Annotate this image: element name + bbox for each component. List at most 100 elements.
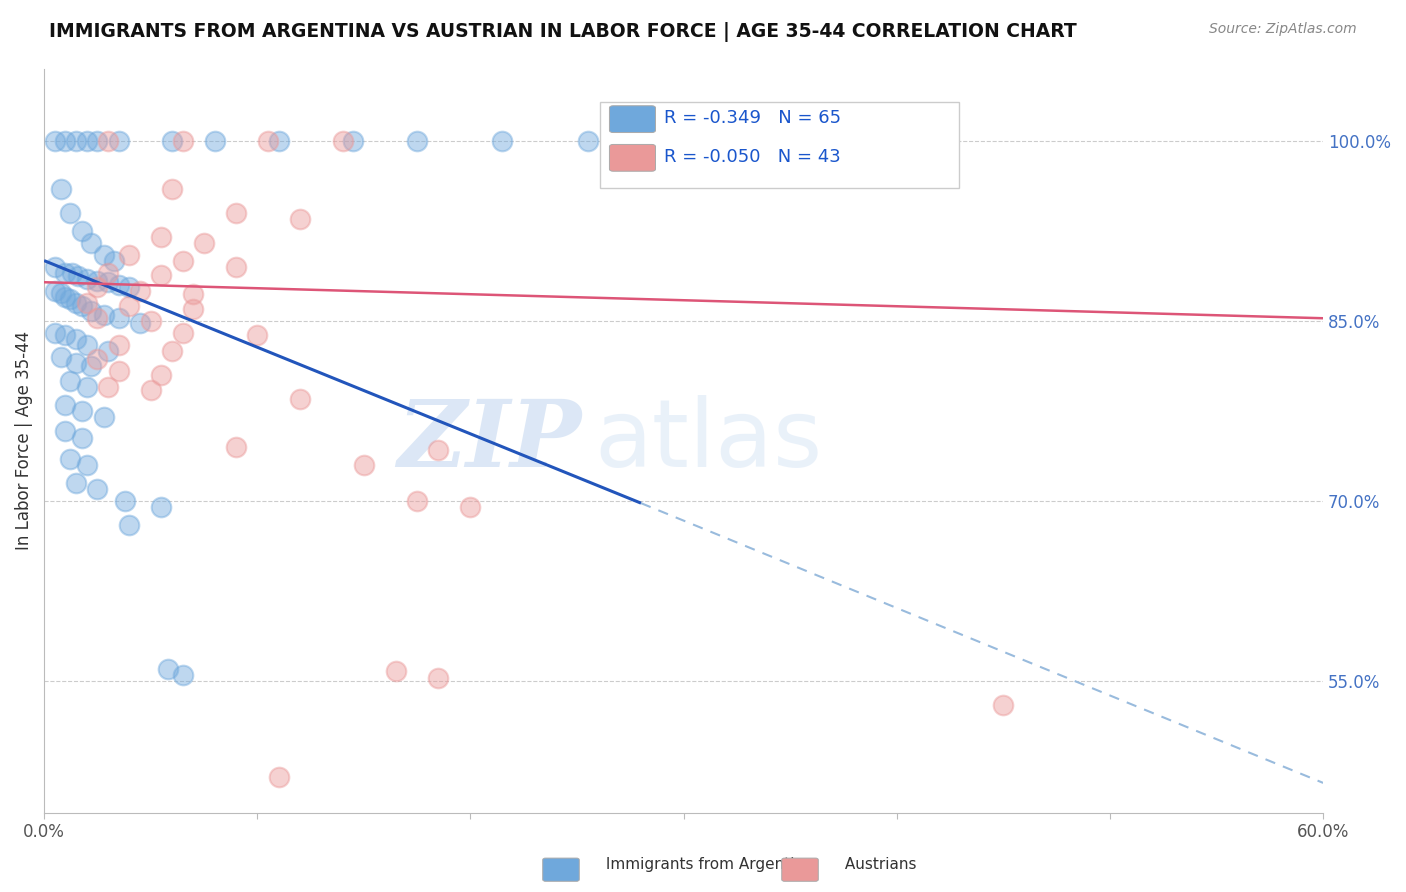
Point [288, 211, 311, 226]
Point [460, 500, 482, 514]
Point [139, 384, 162, 398]
Point [129, 284, 152, 298]
Point [107, 337, 129, 351]
Point [342, 134, 364, 148]
Point [55, 266, 77, 280]
Point [55, 290, 77, 304]
Point [150, 268, 173, 282]
Point [172, 668, 194, 682]
Point [288, 392, 311, 406]
Point [97, 266, 120, 280]
Point [59, 374, 82, 388]
Point [821, 134, 844, 148]
Point [267, 134, 290, 148]
Point [86, 311, 108, 326]
Point [44, 260, 66, 274]
Point [246, 328, 269, 343]
Point [76, 458, 98, 472]
Point [183, 301, 205, 316]
Point [72, 224, 94, 238]
Point [993, 698, 1015, 712]
Point [160, 343, 183, 358]
Point [55, 424, 77, 438]
Point [118, 280, 141, 294]
Point [107, 277, 129, 292]
Point [86, 134, 108, 148]
Point [886, 134, 908, 148]
Point [107, 364, 129, 378]
Point [51, 286, 73, 301]
Point [72, 403, 94, 417]
Point [406, 493, 429, 508]
Text: Austrians: Austrians [801, 857, 917, 872]
Point [72, 431, 94, 445]
Point [59, 451, 82, 466]
Point [72, 299, 94, 313]
Point [76, 295, 98, 310]
Point [172, 326, 194, 340]
Point [576, 134, 599, 148]
Point [76, 134, 98, 148]
Point [204, 134, 226, 148]
Point [51, 350, 73, 364]
Point [55, 398, 77, 412]
Y-axis label: In Labor Force | Age 35-44: In Labor Force | Age 35-44 [15, 331, 32, 550]
Point [225, 205, 247, 219]
Point [160, 181, 183, 195]
Point [172, 134, 194, 148]
Text: R = -0.349   N = 65: R = -0.349 N = 65 [665, 110, 842, 128]
Point [118, 299, 141, 313]
Point [55, 134, 77, 148]
Point [67, 269, 90, 284]
Point [332, 134, 354, 148]
Point [114, 493, 136, 508]
Point [76, 337, 98, 351]
Point [491, 134, 513, 148]
Point [160, 134, 183, 148]
Point [139, 313, 162, 327]
Text: ZIP: ZIP [396, 396, 581, 486]
Point [257, 134, 280, 148]
Point [225, 260, 247, 274]
Point [80, 304, 103, 318]
Point [93, 247, 115, 261]
Text: atlas: atlas [595, 395, 823, 487]
FancyBboxPatch shape [609, 145, 655, 171]
Point [97, 343, 120, 358]
Point [80, 235, 103, 250]
Point [97, 380, 120, 394]
Point [107, 311, 129, 326]
Point [107, 134, 129, 148]
Point [427, 672, 450, 686]
Point [51, 181, 73, 195]
Point [65, 134, 87, 148]
Point [59, 205, 82, 219]
Point [65, 356, 87, 370]
Point [76, 380, 98, 394]
Point [93, 308, 115, 322]
Point [118, 517, 141, 532]
Point [427, 443, 450, 458]
Point [156, 662, 179, 676]
Point [44, 326, 66, 340]
Point [76, 271, 98, 285]
Point [172, 253, 194, 268]
Point [129, 316, 152, 330]
Point [103, 253, 125, 268]
Point [353, 458, 375, 472]
Point [385, 665, 408, 679]
Point [97, 275, 120, 289]
Point [86, 352, 108, 367]
Point [44, 134, 66, 148]
Point [44, 284, 66, 298]
Point [65, 475, 87, 490]
Point [59, 292, 82, 306]
Point [267, 770, 290, 784]
FancyBboxPatch shape [600, 102, 959, 187]
Point [97, 134, 120, 148]
Point [60, 266, 83, 280]
FancyBboxPatch shape [609, 106, 655, 133]
Point [86, 274, 108, 288]
Point [118, 247, 141, 261]
Point [150, 229, 173, 244]
